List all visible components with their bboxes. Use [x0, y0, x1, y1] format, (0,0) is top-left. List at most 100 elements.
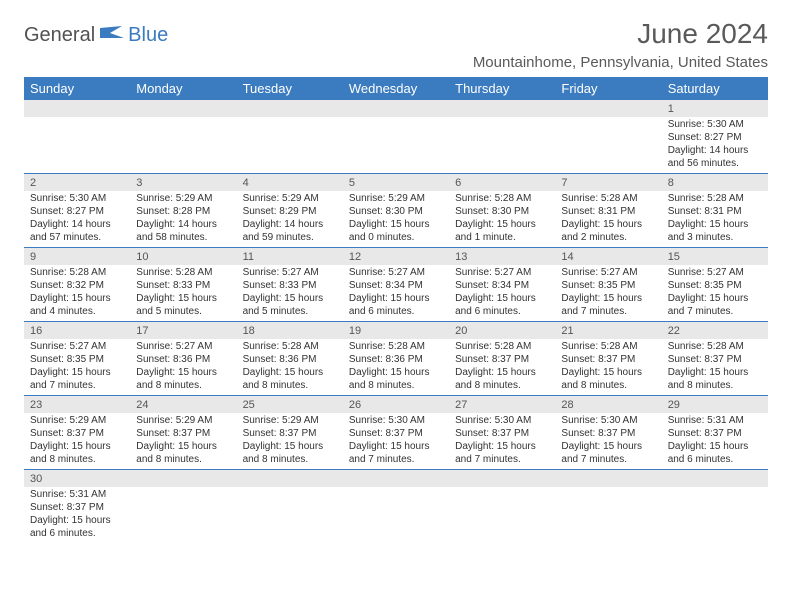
day-body: Sunrise: 5:28 AMSunset: 8:31 PMDaylight:…	[555, 191, 661, 247]
day-body: Sunrise: 5:28 AMSunset: 8:33 PMDaylight:…	[130, 265, 236, 321]
sunrise-line: Sunrise: 5:30 AM	[349, 414, 443, 427]
sunset-line: Sunset: 8:36 PM	[243, 353, 337, 366]
day-number-bar	[24, 100, 130, 117]
daylight-line: Daylight: 14 hours and 59 minutes.	[243, 218, 337, 244]
day-header: Friday	[555, 77, 661, 100]
sunset-line: Sunset: 8:35 PM	[561, 279, 655, 292]
daylight-line: Daylight: 15 hours and 8 minutes.	[349, 366, 443, 392]
daylight-line: Daylight: 15 hours and 2 minutes.	[561, 218, 655, 244]
sunrise-line: Sunrise: 5:29 AM	[136, 414, 230, 427]
day-body: Sunrise: 5:27 AMSunset: 8:35 PMDaylight:…	[662, 265, 768, 321]
sunrise-line: Sunrise: 5:30 AM	[561, 414, 655, 427]
daylight-line: Daylight: 15 hours and 7 minutes.	[668, 292, 762, 318]
sunrise-line: Sunrise: 5:28 AM	[668, 340, 762, 353]
day-number: 26	[343, 396, 449, 413]
sunrise-line: Sunrise: 5:29 AM	[349, 192, 443, 205]
sunset-line: Sunset: 8:34 PM	[455, 279, 549, 292]
page-title: June 2024	[473, 18, 768, 50]
day-number-bar	[555, 470, 661, 487]
day-number: 20	[449, 322, 555, 339]
day-body: Sunrise: 5:28 AMSunset: 8:37 PMDaylight:…	[555, 339, 661, 395]
calendar-row: 9Sunrise: 5:28 AMSunset: 8:32 PMDaylight…	[24, 248, 768, 322]
daylight-line: Daylight: 15 hours and 8 minutes.	[243, 440, 337, 466]
sunset-line: Sunset: 8:36 PM	[349, 353, 443, 366]
day-body	[24, 117, 130, 167]
sunset-line: Sunset: 8:37 PM	[561, 353, 655, 366]
calendar-cell	[343, 470, 449, 544]
calendar-cell: 19Sunrise: 5:28 AMSunset: 8:36 PMDayligh…	[343, 322, 449, 396]
brand-part1: General	[24, 24, 95, 47]
daylight-line: Daylight: 14 hours and 56 minutes.	[668, 144, 762, 170]
daylight-line: Daylight: 15 hours and 0 minutes.	[349, 218, 443, 244]
day-header: Tuesday	[237, 77, 343, 100]
daylight-line: Daylight: 15 hours and 8 minutes.	[455, 366, 549, 392]
day-header: Monday	[130, 77, 236, 100]
calendar-cell: 30Sunrise: 5:31 AMSunset: 8:37 PMDayligh…	[24, 470, 130, 544]
sunrise-line: Sunrise: 5:28 AM	[136, 266, 230, 279]
daylight-line: Daylight: 15 hours and 1 minute.	[455, 218, 549, 244]
calendar-cell: 27Sunrise: 5:30 AMSunset: 8:37 PMDayligh…	[449, 396, 555, 470]
day-number: 10	[130, 248, 236, 265]
sunset-line: Sunset: 8:33 PM	[243, 279, 337, 292]
day-body: Sunrise: 5:30 AMSunset: 8:27 PMDaylight:…	[662, 117, 768, 173]
daylight-line: Daylight: 15 hours and 4 minutes.	[30, 292, 124, 318]
day-number: 17	[130, 322, 236, 339]
brand-part2: Blue	[128, 24, 168, 47]
daylight-line: Daylight: 15 hours and 8 minutes.	[136, 366, 230, 392]
day-body: Sunrise: 5:28 AMSunset: 8:36 PMDaylight:…	[343, 339, 449, 395]
day-body: Sunrise: 5:27 AMSunset: 8:34 PMDaylight:…	[343, 265, 449, 321]
sunrise-line: Sunrise: 5:27 AM	[349, 266, 443, 279]
day-body: Sunrise: 5:28 AMSunset: 8:37 PMDaylight:…	[662, 339, 768, 395]
calendar-cell: 28Sunrise: 5:30 AMSunset: 8:37 PMDayligh…	[555, 396, 661, 470]
day-number: 29	[662, 396, 768, 413]
day-body	[449, 117, 555, 167]
day-body	[343, 117, 449, 167]
day-body: Sunrise: 5:28 AMSunset: 8:36 PMDaylight:…	[237, 339, 343, 395]
calendar-cell	[662, 470, 768, 544]
sunset-line: Sunset: 8:36 PM	[136, 353, 230, 366]
daylight-line: Daylight: 15 hours and 7 minutes.	[561, 292, 655, 318]
calendar-cell: 15Sunrise: 5:27 AMSunset: 8:35 PMDayligh…	[662, 248, 768, 322]
calendar-cell: 5Sunrise: 5:29 AMSunset: 8:30 PMDaylight…	[343, 174, 449, 248]
calendar-cell: 7Sunrise: 5:28 AMSunset: 8:31 PMDaylight…	[555, 174, 661, 248]
day-body: Sunrise: 5:30 AMSunset: 8:27 PMDaylight:…	[24, 191, 130, 247]
calendar-cell: 29Sunrise: 5:31 AMSunset: 8:37 PMDayligh…	[662, 396, 768, 470]
calendar-table: Sunday Monday Tuesday Wednesday Thursday…	[24, 77, 768, 543]
sunset-line: Sunset: 8:32 PM	[30, 279, 124, 292]
calendar-cell	[449, 470, 555, 544]
day-body: Sunrise: 5:29 AMSunset: 8:37 PMDaylight:…	[130, 413, 236, 469]
daylight-line: Daylight: 15 hours and 8 minutes.	[668, 366, 762, 392]
sunset-line: Sunset: 8:34 PM	[349, 279, 443, 292]
day-body: Sunrise: 5:30 AMSunset: 8:37 PMDaylight:…	[449, 413, 555, 469]
calendar-row: 30Sunrise: 5:31 AMSunset: 8:37 PMDayligh…	[24, 470, 768, 544]
day-number-bar	[237, 470, 343, 487]
header: General Blue June 2024 Mountainhome, Pen…	[24, 18, 768, 71]
calendar-row: 1Sunrise: 5:30 AMSunset: 8:27 PMDaylight…	[24, 100, 768, 174]
daylight-line: Daylight: 15 hours and 7 minutes.	[349, 440, 443, 466]
calendar-cell: 3Sunrise: 5:29 AMSunset: 8:28 PMDaylight…	[130, 174, 236, 248]
sunset-line: Sunset: 8:35 PM	[668, 279, 762, 292]
day-header: Thursday	[449, 77, 555, 100]
sunset-line: Sunset: 8:37 PM	[455, 427, 549, 440]
sunset-line: Sunset: 8:30 PM	[349, 205, 443, 218]
calendar-cell	[237, 100, 343, 174]
day-body: Sunrise: 5:30 AMSunset: 8:37 PMDaylight:…	[555, 413, 661, 469]
daylight-line: Daylight: 15 hours and 7 minutes.	[455, 440, 549, 466]
day-number: 18	[237, 322, 343, 339]
day-number: 6	[449, 174, 555, 191]
day-number: 8	[662, 174, 768, 191]
day-body: Sunrise: 5:28 AMSunset: 8:31 PMDaylight:…	[662, 191, 768, 247]
calendar-cell: 8Sunrise: 5:28 AMSunset: 8:31 PMDaylight…	[662, 174, 768, 248]
calendar-cell: 25Sunrise: 5:29 AMSunset: 8:37 PMDayligh…	[237, 396, 343, 470]
sunrise-line: Sunrise: 5:28 AM	[349, 340, 443, 353]
calendar-row: 2Sunrise: 5:30 AMSunset: 8:27 PMDaylight…	[24, 174, 768, 248]
daylight-line: Daylight: 15 hours and 7 minutes.	[561, 440, 655, 466]
sunrise-line: Sunrise: 5:28 AM	[455, 192, 549, 205]
day-number: 2	[24, 174, 130, 191]
sunrise-line: Sunrise: 5:27 AM	[455, 266, 549, 279]
day-number: 30	[24, 470, 130, 487]
day-number: 4	[237, 174, 343, 191]
daylight-line: Daylight: 15 hours and 6 minutes.	[668, 440, 762, 466]
calendar-cell	[130, 100, 236, 174]
sunrise-line: Sunrise: 5:31 AM	[668, 414, 762, 427]
